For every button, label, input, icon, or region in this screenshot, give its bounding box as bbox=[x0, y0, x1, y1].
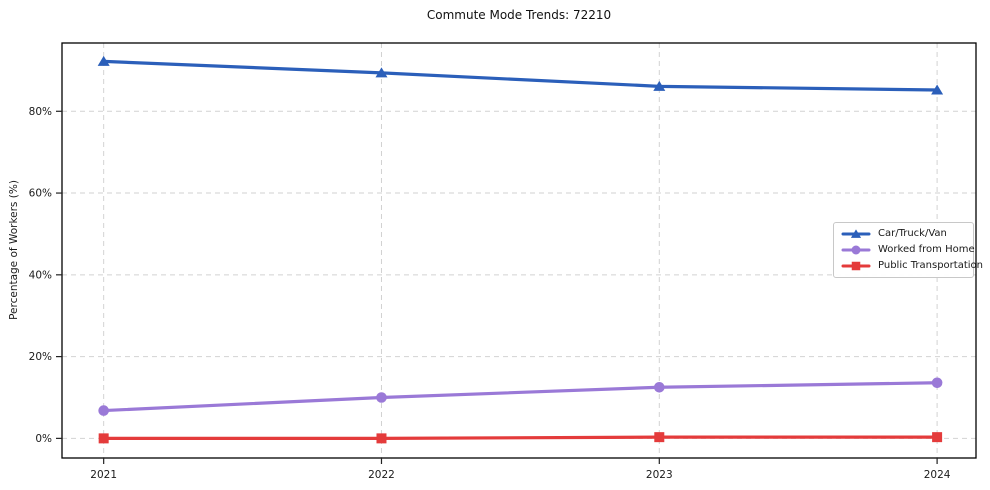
chart-title: Commute Mode Trends: 72210 bbox=[426, 8, 612, 22]
circle-marker bbox=[851, 245, 861, 255]
legend-item-public-transportation: Public Transportation bbox=[841, 260, 983, 272]
triangle-marker bbox=[375, 67, 388, 78]
legend-marker-circle-icon bbox=[841, 245, 871, 255]
legend: Car/Truck/Van Worked from Home Public Tr… bbox=[833, 222, 983, 278]
y-tick-label: 40% bbox=[29, 269, 52, 281]
legend-label: Car/Truck/Van bbox=[878, 228, 947, 239]
circle-marker bbox=[931, 377, 943, 389]
series-worked-from-home bbox=[98, 377, 943, 416]
y-tick-label: 60% bbox=[29, 188, 52, 200]
x-tick-label: 2023 bbox=[646, 469, 673, 481]
plot-border bbox=[61, 42, 977, 459]
legend-marker-triangle-icon bbox=[841, 229, 871, 238]
legend-label: Public Transportation bbox=[878, 260, 983, 271]
y-tick-label: 80% bbox=[29, 106, 52, 118]
series-car-truck-van bbox=[97, 55, 944, 95]
series-public-transportation bbox=[98, 432, 943, 444]
triangle-marker bbox=[653, 80, 666, 91]
legend-item-car-truck-van: Car/Truck/Van bbox=[841, 228, 966, 240]
triangle-marker bbox=[931, 84, 944, 95]
square-marker bbox=[851, 261, 861, 271]
y-tick-label: 0% bbox=[35, 433, 52, 445]
legend-marker-square-icon bbox=[841, 261, 871, 271]
y-tick-label: 20% bbox=[29, 351, 52, 363]
series-line bbox=[102, 435, 939, 440]
series-line bbox=[102, 381, 939, 413]
x-tick-label: 2024 bbox=[924, 469, 951, 481]
triangle-marker bbox=[97, 55, 110, 66]
square-marker bbox=[98, 433, 109, 444]
triangle-marker bbox=[850, 229, 862, 238]
circle-marker bbox=[376, 392, 387, 403]
legend-label: Worked from Home bbox=[878, 244, 975, 255]
circle-marker bbox=[98, 405, 109, 416]
legend-item-worked-from-home: Worked from Home bbox=[841, 244, 975, 256]
x-tick-label: 2022 bbox=[368, 469, 395, 481]
square-marker bbox=[932, 432, 943, 443]
square-marker bbox=[654, 432, 665, 443]
series-line bbox=[102, 59, 939, 92]
x-tick-label: 2021 bbox=[90, 469, 117, 481]
circle-marker bbox=[653, 381, 665, 393]
square-marker bbox=[376, 433, 387, 444]
